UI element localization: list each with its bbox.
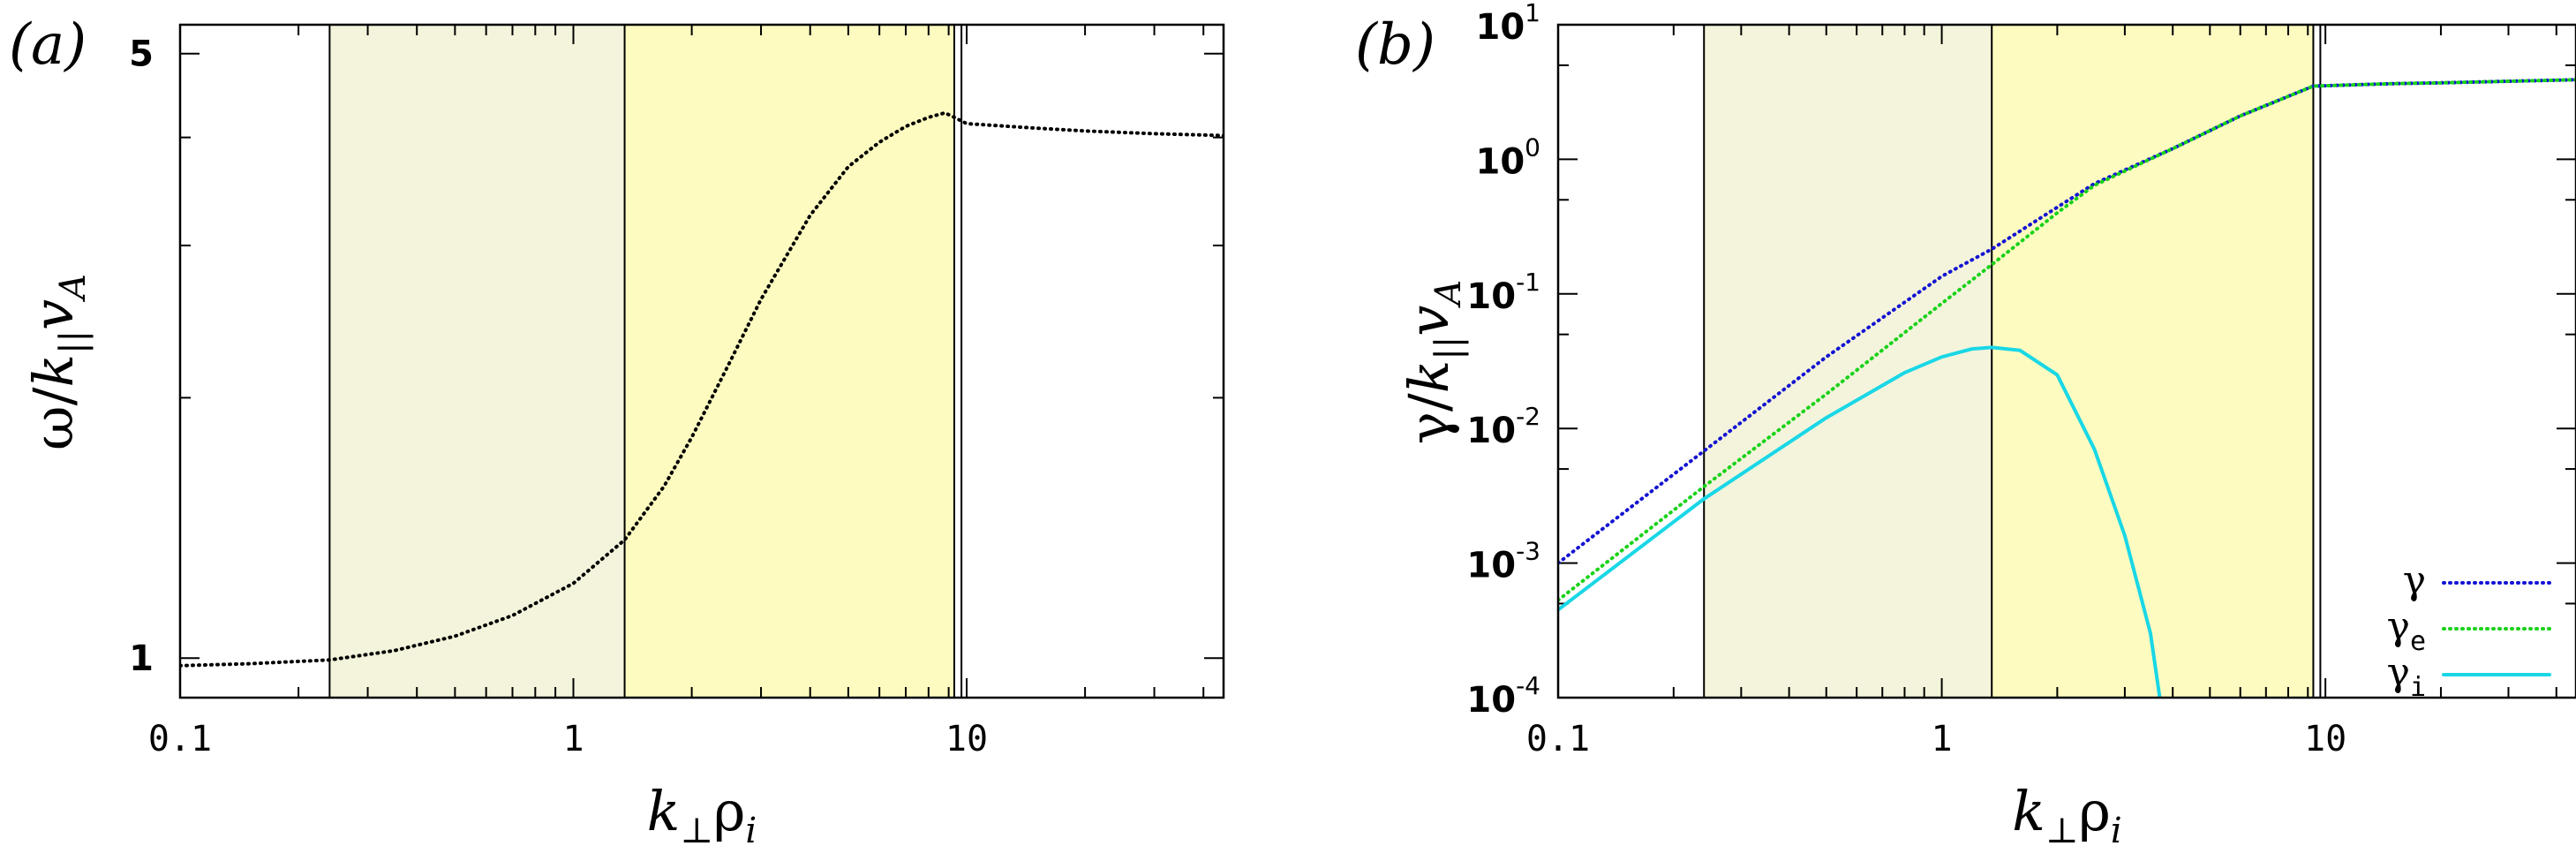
y-tick-exponent: -3 — [1516, 537, 1540, 566]
shaded-region-2 — [624, 25, 954, 698]
y-tick-base: 10 — [1466, 276, 1516, 317]
y-tick-label: 10-2 — [1466, 402, 1540, 451]
y-tick-base: 10 — [1466, 411, 1516, 451]
legend-symbol: γ — [2387, 650, 2410, 695]
y-tick-base: 10 — [1466, 546, 1516, 586]
legend-label-1: γ — [2403, 558, 2426, 603]
shaded-region-1 — [1704, 25, 1992, 698]
y-tick-exponent: -4 — [1516, 671, 1540, 700]
y-label-parallel: || — [1428, 336, 1469, 360]
y-tick-label: 101 — [1476, 0, 1541, 48]
y-tick-label: 100 — [1476, 132, 1541, 182]
y-label-A: A — [1428, 280, 1469, 309]
legend-symbol: γ — [2403, 558, 2426, 603]
y-label-prefix: ω/ — [21, 387, 86, 450]
series-line-2 — [1558, 78, 2576, 602]
x-label-k: k — [647, 779, 681, 843]
y-tick-base: 10 — [1476, 7, 1525, 48]
y-tick-exponent: 1 — [1525, 0, 1540, 27]
panel-label: (a) — [9, 12, 87, 78]
y-label-k: k — [1397, 360, 1461, 394]
y-axis-label: ω/k||vA — [21, 274, 94, 450]
series-line-1 — [180, 110, 1224, 668]
x-axis-label: k⊥ρi — [2012, 779, 2121, 846]
y-label-v: v — [1397, 306, 1461, 336]
x-tick-label: 10 — [2304, 719, 2346, 759]
y-tick-label: 1 — [129, 638, 154, 679]
plot-frame — [1556, 23, 2576, 699]
legend-label-3: γi — [2387, 650, 2426, 703]
x-axis-label: k⊥ρi — [647, 779, 757, 846]
shaded-region-1 — [329, 25, 625, 698]
x-tick-label: 1 — [1932, 719, 1953, 759]
x-label-i: i — [2111, 811, 2122, 846]
x-tick-label: 10 — [945, 719, 988, 759]
x-label-i: i — [745, 811, 757, 846]
x-tick-label: 0.1 — [148, 719, 212, 759]
y-tick-label: 10-4 — [1466, 671, 1540, 721]
legend-subscript: i — [2410, 672, 2426, 703]
y-tick-label: 10-1 — [1466, 268, 1540, 317]
x-label-rho: ρ — [2078, 779, 2110, 843]
y-label-k: k — [21, 354, 86, 388]
series-line-3 — [1558, 345, 2162, 698]
panel-label: (b) — [1355, 12, 1435, 78]
x-tick-label: 1 — [562, 719, 584, 759]
y-label-v: v — [21, 299, 86, 330]
y-tick-label: 5 — [129, 34, 154, 75]
y-tick-exponent: -2 — [1516, 402, 1540, 431]
y-label-parallel: || — [53, 330, 94, 354]
y-tick-base: 10 — [1466, 680, 1516, 721]
y-axis-label: γ/k||vA — [1397, 280, 1469, 444]
legend-symbol: γ — [2387, 604, 2410, 649]
y-tick-base: 10 — [1476, 141, 1525, 182]
x-label-perp: ⊥ — [680, 811, 713, 846]
plot-frame — [178, 23, 1225, 699]
series-group — [1558, 78, 2576, 698]
panel-b: 0.1 1 1010-410-310-210-1100101(b)k⊥ρiγ/k||… — [1355, 0, 2576, 846]
x-label-k: k — [2012, 779, 2045, 843]
x-tick-label: 0.1 — [1526, 719, 1590, 759]
y-label-prefix: γ/ — [1397, 393, 1461, 444]
x-label-rho: ρ — [713, 779, 745, 843]
y-tick-exponent: -1 — [1516, 268, 1540, 297]
y-label-A: A — [53, 274, 94, 303]
y-tick-exponent: 0 — [1525, 132, 1540, 162]
x-label-perp: ⊥ — [2045, 811, 2079, 846]
legend-subscript: e — [2410, 626, 2426, 657]
series-group — [180, 110, 1224, 668]
legend-label-2: γe — [2387, 604, 2426, 657]
y-tick-label: 10-3 — [1466, 537, 1540, 586]
shaded-region-2 — [1992, 25, 2314, 698]
